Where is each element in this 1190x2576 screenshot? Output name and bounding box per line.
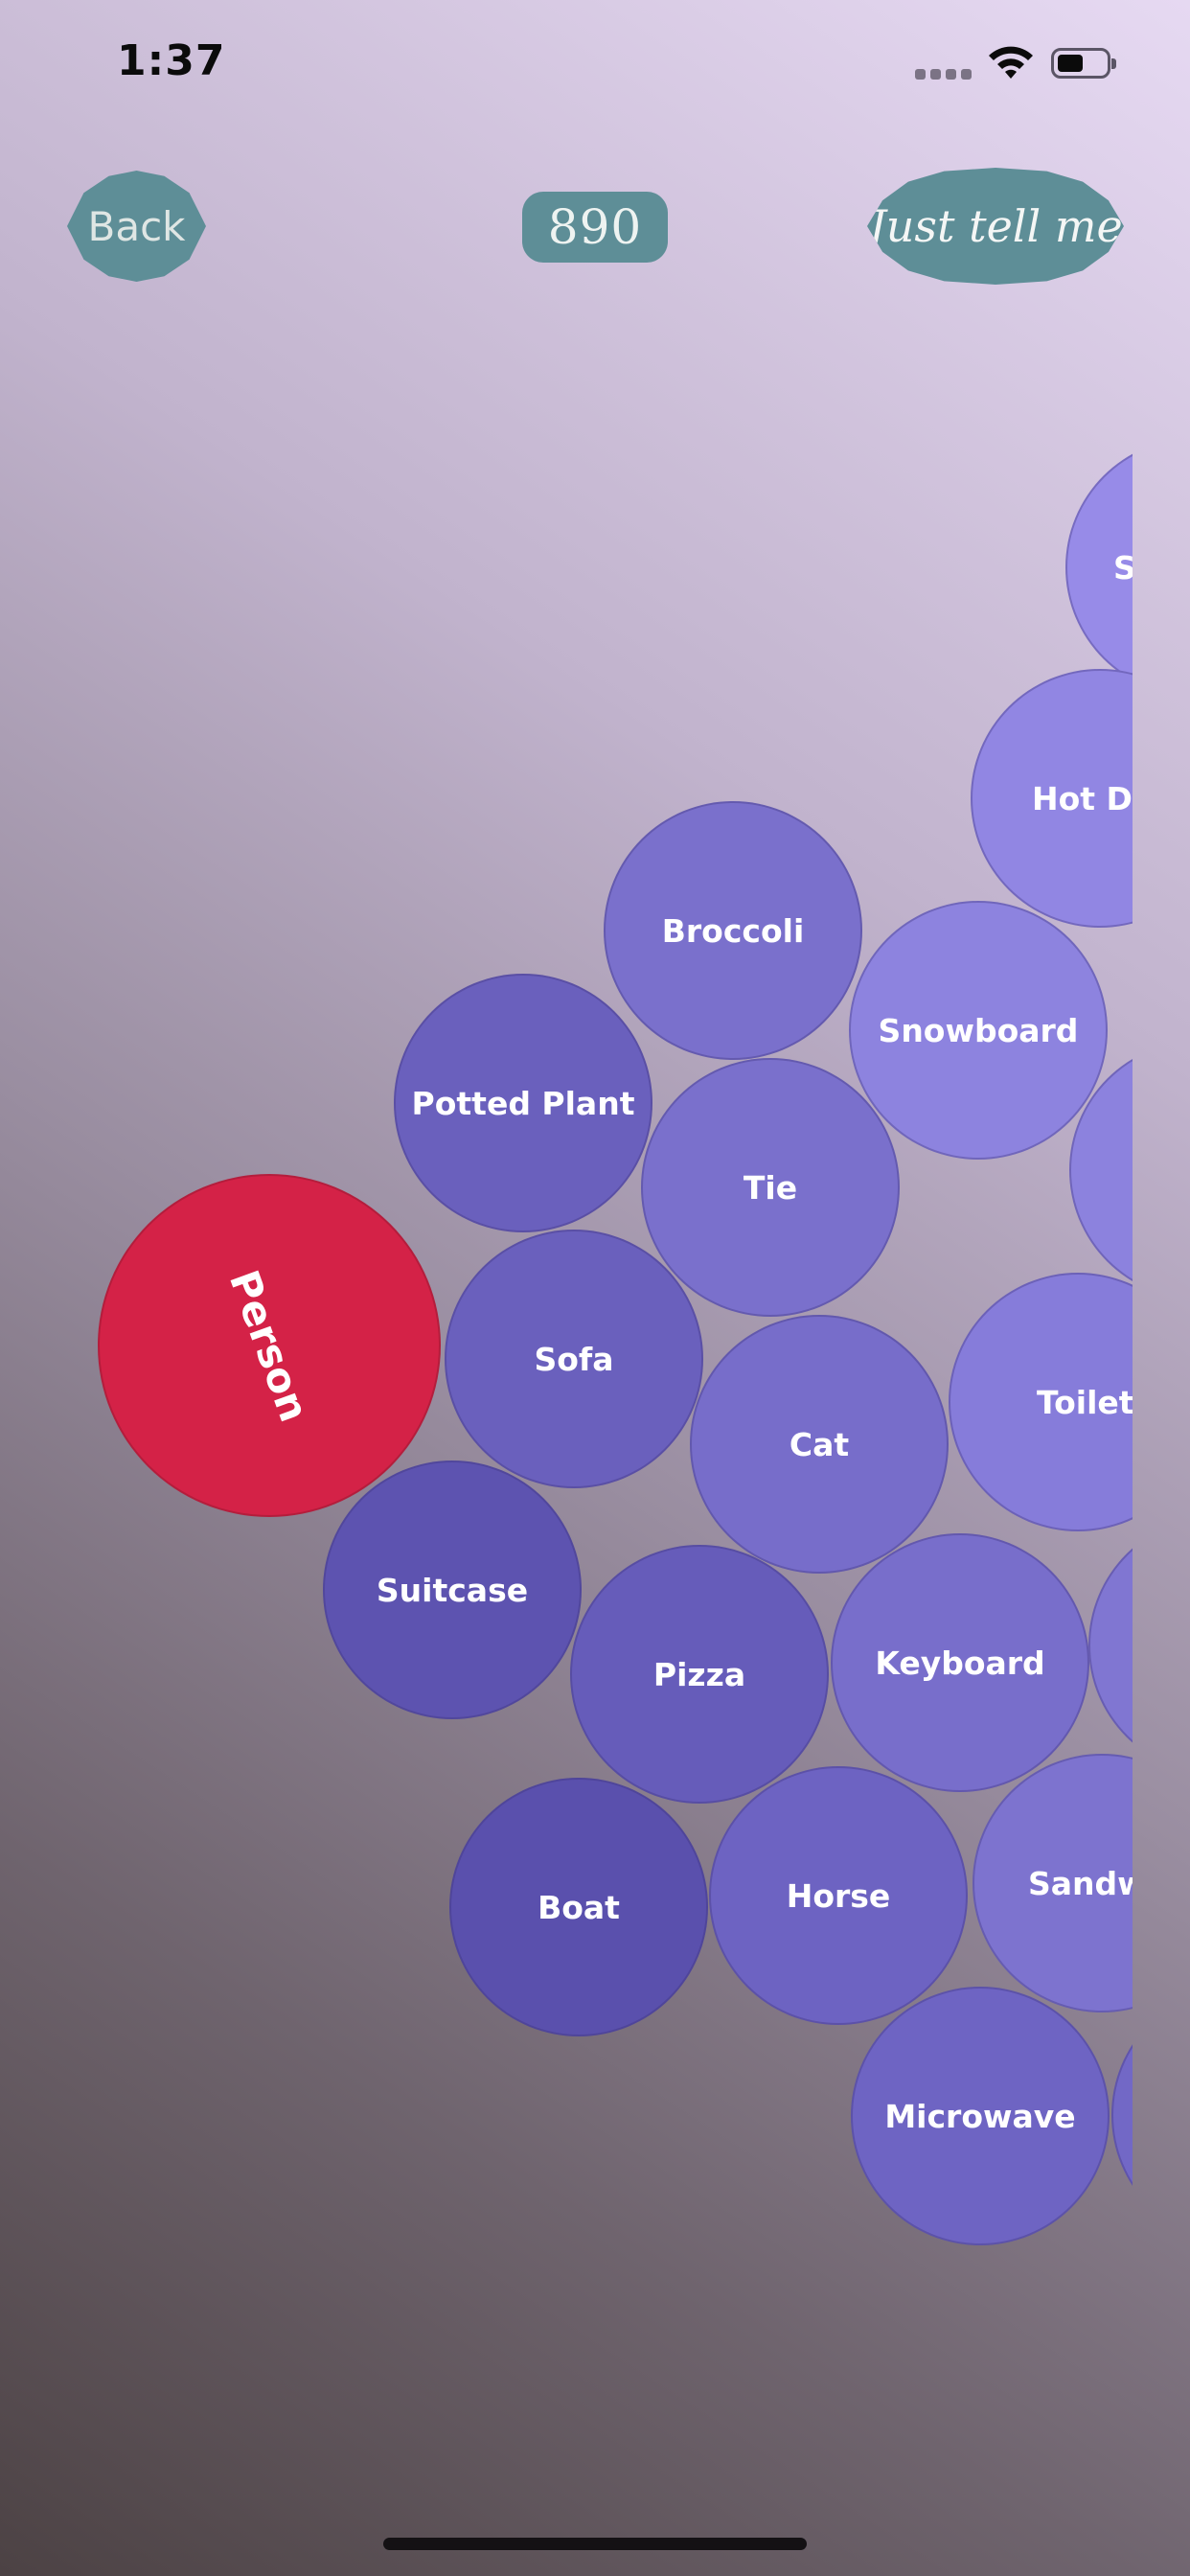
bubble-keyboard[interactable]: Keyboard: [831, 1533, 1089, 1792]
bubble-sofa[interactable]: Sofa: [445, 1230, 703, 1488]
bubble-horse[interactable]: Horse: [709, 1766, 968, 2025]
home-indicator[interactable]: [383, 2538, 807, 2550]
bubble-microwave[interactable]: Microwave: [851, 1987, 1110, 2245]
wifi-icon: [989, 46, 1033, 79]
bubble-partial-right-2[interactable]: [1088, 1516, 1133, 1775]
back-button[interactable]: Back: [67, 171, 206, 282]
bubble-pizza[interactable]: Pizza: [570, 1545, 829, 1804]
bubble-hot-dog[interactable]: Hot Dog: [971, 669, 1133, 928]
bubble-potted-plant[interactable]: Potted Plant: [394, 974, 652, 1232]
bubble-field: Spoon Hot Dog Broccoli Snowboard Potted …: [98, 438, 1133, 2245]
bubble-cat[interactable]: Cat: [690, 1315, 949, 1574]
bubble-spoon[interactable]: Spoon: [1065, 438, 1133, 697]
bubble-boat[interactable]: Boat: [449, 1778, 708, 2036]
just-tell-me-button[interactable]: Just tell me: [867, 168, 1124, 285]
bubble-sandwich[interactable]: Sandwich: [973, 1754, 1133, 2012]
bubble-snowboard[interactable]: Snowboard: [849, 901, 1108, 1160]
bubble-broccoli[interactable]: Broccoli: [604, 801, 862, 1060]
bubble-person-selected[interactable]: Person: [98, 1174, 441, 1517]
bubble-suitcase[interactable]: Suitcase: [323, 1460, 582, 1719]
bubble-tie[interactable]: Tie: [641, 1058, 900, 1317]
battery-icon: [1051, 48, 1116, 79]
status-time: 1:37: [117, 36, 226, 85]
bubble-partial-right-3[interactable]: [1111, 1986, 1133, 2244]
bubble-toilet[interactable]: Toilet: [949, 1273, 1133, 1531]
score-badge: 890: [522, 192, 668, 263]
cellular-signal-icon: [915, 69, 973, 80]
